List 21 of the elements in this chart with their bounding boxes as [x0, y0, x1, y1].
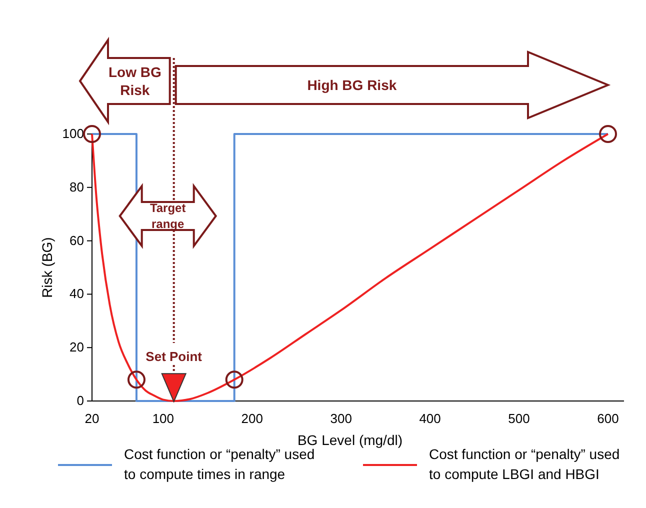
y-tick-label: 40 — [70, 286, 84, 302]
x-tick-label: 600 — [597, 411, 619, 426]
legend-label: Cost function or “penalty” used to compute LBGI and HBGI — [429, 446, 620, 482]
x-axis-title: BG Level (mg/dl) — [297, 432, 403, 448]
x-tick-label: 100 — [152, 411, 174, 426]
x-tick-label: 400 — [419, 411, 441, 426]
y-tick-label: 100 — [62, 126, 84, 141]
x-tick-label: 200 — [241, 411, 263, 426]
y-tick-label: 20 — [70, 340, 84, 355]
y-axis-title: Risk (BG) — [39, 237, 55, 298]
legend-label: Cost function or “penalty” used to compute times in range — [124, 446, 315, 482]
y-tick-label: 60 — [70, 232, 84, 248]
annotation: Target range — [150, 201, 186, 231]
x-tick-label: 20 — [84, 411, 100, 426]
x-tick-label: 500 — [508, 411, 530, 426]
ref-line-label: Set Point — [146, 349, 203, 364]
y-tick-label: 0 — [76, 393, 84, 408]
x-tick-label: 300 — [330, 411, 352, 426]
text: High BG Risk — [307, 77, 397, 93]
text: Low BG Risk — [108, 64, 162, 98]
y-tick-label: 80 — [70, 179, 84, 194]
